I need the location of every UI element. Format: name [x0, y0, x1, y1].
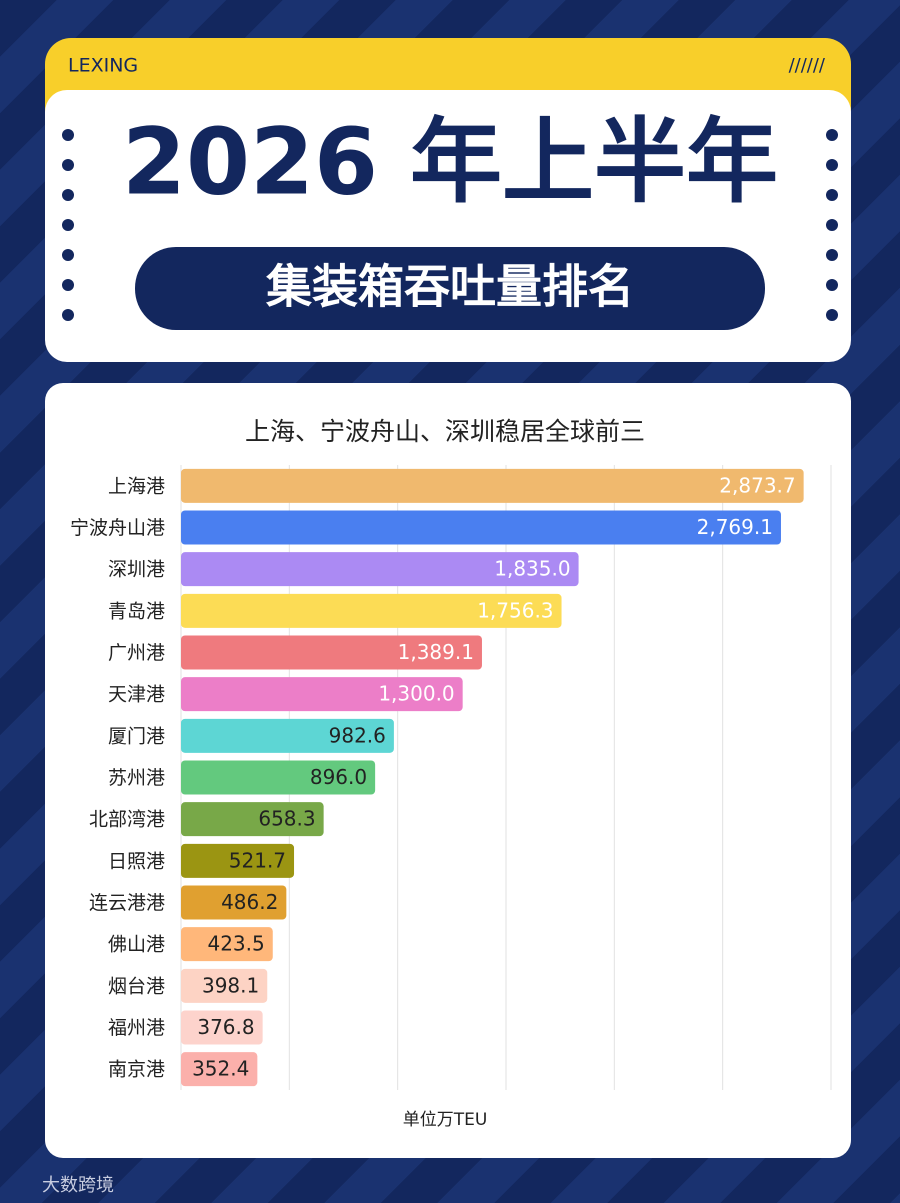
- category-label: 青岛港: [108, 600, 165, 622]
- value-label: 398.1: [202, 973, 259, 997]
- value-label: 658.3: [258, 807, 315, 831]
- main-title: 2026 年上半年: [122, 108, 778, 215]
- chart-title: 上海、宁波舟山、深圳稳居全球前三: [245, 417, 645, 446]
- bar: [181, 468, 804, 503]
- bar: [181, 677, 463, 712]
- value-label: 376.8: [197, 1015, 254, 1039]
- value-label: 423.5: [207, 932, 264, 956]
- category-label: 日照港: [108, 850, 165, 872]
- bar: [181, 718, 394, 753]
- bar: [181, 1052, 258, 1087]
- value-label: 2,769.1: [697, 515, 773, 539]
- bar: [181, 968, 268, 1003]
- dots: [62, 129, 838, 321]
- bar: [181, 885, 287, 920]
- bar: [181, 843, 295, 878]
- bar: [181, 760, 376, 795]
- bar: [181, 802, 324, 837]
- category-label: 广州港: [108, 642, 165, 664]
- category-label: 福州港: [108, 1017, 165, 1039]
- unit-label: 单位万TEU: [403, 1110, 488, 1130]
- bar: [181, 635, 482, 670]
- subtitle-pill: [135, 247, 765, 330]
- category-label: 北部湾港: [89, 809, 165, 831]
- value-label: 521.7: [229, 848, 286, 872]
- value-label: 896.0: [310, 765, 367, 789]
- value-label: 1,389.1: [398, 640, 474, 664]
- value-label: 486.2: [221, 890, 278, 914]
- value-label: 1,835.0: [494, 557, 570, 581]
- value-label: 1,756.3: [477, 598, 553, 622]
- value-label: 1,300.0: [378, 682, 454, 706]
- category-label: 上海港: [108, 475, 165, 497]
- bar: [181, 552, 579, 587]
- bar: [181, 927, 273, 962]
- plot: 上海港 2,873.7 宁波舟山港 2,769.1 深圳港 1,835.0 青岛港 1,756…: [70, 465, 832, 1090]
- value-label: 352.4: [192, 1057, 249, 1081]
- subtitle: 集装箱吞吐量排名: [265, 260, 634, 314]
- category-label: 宁波舟山港: [70, 517, 165, 539]
- bar: [181, 510, 781, 545]
- category-label: 连云港港: [89, 892, 165, 914]
- watermark: 大数跨境: [42, 1175, 114, 1196]
- category-label: 烟台港: [108, 975, 165, 997]
- bar: [181, 593, 562, 628]
- header-mark: //////: [789, 55, 826, 76]
- value-label: 982.6: [329, 723, 386, 747]
- category-label: 厦门港: [108, 725, 165, 747]
- brand: LEXING: [68, 55, 138, 77]
- category-label: 佛山港: [108, 934, 165, 956]
- category-label: 天津港: [108, 684, 165, 706]
- value-label: 2,873.7: [719, 473, 795, 497]
- bar: [181, 1010, 263, 1045]
- category-label: 苏州港: [108, 767, 165, 789]
- category-label: 深圳港: [108, 559, 165, 581]
- category-label: 南京港: [108, 1059, 165, 1081]
